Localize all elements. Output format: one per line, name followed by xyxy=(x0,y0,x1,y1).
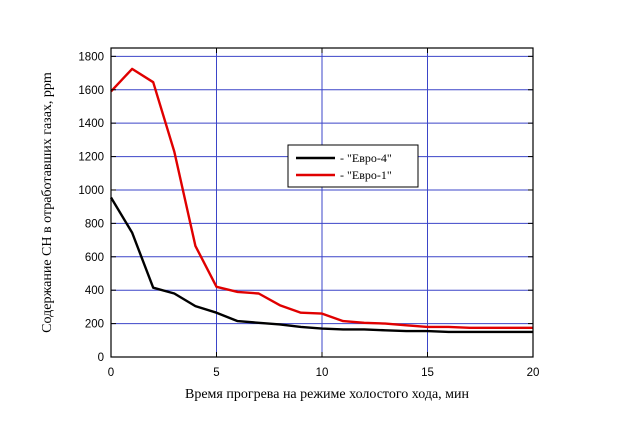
axis-ticks: 0 200 400 600 800 1000 1200 1400 1600 1800 0 5 10 15 2… xyxy=(78,48,539,379)
y-tick-label: 800 xyxy=(85,218,104,230)
y-tick-label: 600 xyxy=(85,252,104,264)
series-lines xyxy=(109,67,533,334)
legend: - "Евро-4" - "Евро-1" xyxy=(287,144,419,188)
y-tick-label: 1800 xyxy=(78,51,104,63)
y-tick-label: 0 xyxy=(98,352,104,364)
x-tick-label: 10 xyxy=(316,367,329,379)
y-tick-label: 200 xyxy=(85,319,104,331)
x-axis-title: Время прогрева на режиме холостого хода,… xyxy=(185,387,470,402)
legend-label-1: - "Евро-4" xyxy=(340,151,392,165)
series-line-2 xyxy=(110,67,533,329)
y-tick-label: 1400 xyxy=(78,118,104,130)
x-tick-label: 15 xyxy=(421,367,434,379)
y-tick-label: 1600 xyxy=(78,85,104,97)
x-tick-label: 0 xyxy=(108,367,114,379)
y-tick-label: 1200 xyxy=(78,152,104,164)
x-tick-label: 20 xyxy=(527,367,540,379)
y-axis-title: Содержание CH в отработавших газах, ppm xyxy=(40,72,55,333)
y-tick-label: 1000 xyxy=(78,185,104,197)
series-line-1 xyxy=(109,196,533,334)
legend-box xyxy=(287,144,419,188)
legend-label-2: - "Евро-1" xyxy=(340,168,392,182)
x-tick-label: 5 xyxy=(213,367,219,379)
y-tick-label: 400 xyxy=(85,285,104,297)
grid xyxy=(111,48,533,357)
